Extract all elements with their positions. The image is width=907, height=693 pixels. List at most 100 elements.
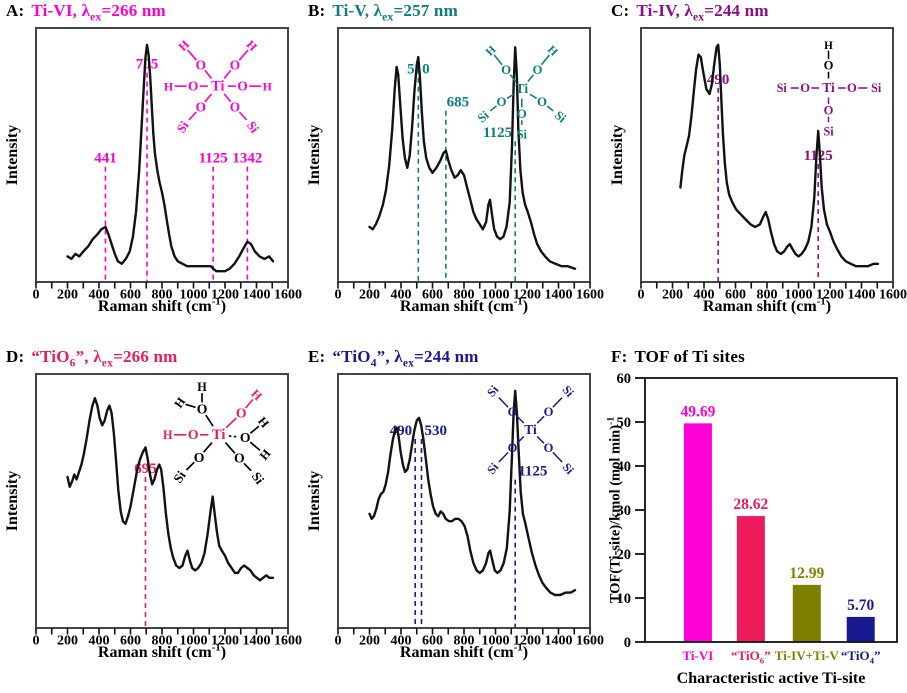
spectrum-curve [66,397,275,582]
atom-O: O [196,58,206,73]
spectrum-curve [368,389,577,597]
bar-category-label: “TiO6” [731,648,771,665]
atom-Ti: Ti [211,78,224,94]
x-tick-label: 400 [391,634,412,647]
bond [506,93,515,100]
panel-B: B: Ti-V, λex=257 nm 510 685 1125 0 200 400 600 80… [302,0,605,346]
panel-D: D: “TiO6”, λex=266 nm 695 0 200 400 600 800 1000… [0,346,302,693]
atom-O: O [824,59,834,73]
bar-value-label: 49.69 [680,403,715,420]
x-tick-label: 200 [359,634,380,647]
atom-O: O [188,427,199,442]
text-segment: Raman shift (cm [399,298,514,315]
peak-label: 1125 [518,464,547,480]
bond [205,414,214,427]
y-axis-label: Intensity [306,470,323,532]
x-tick-label: 1600 [274,288,302,301]
text-segment: TOF(Ti-site)/kmol (mol min) [607,424,624,604]
panel-letter: A: [6,1,25,20]
atom-O: O [544,441,554,455]
text-segment: ”, [75,347,94,366]
atom-O: O [800,81,810,95]
x-tick-label: 1200 [513,634,541,647]
atom-H: H [545,44,560,59]
text-segment: =266 nm [101,1,166,20]
peak-label: 1125 [483,125,512,141]
atom-Si: Si [823,124,834,138]
y-tick-label: 0 [624,635,631,648]
text-segment: TOF of Ti sites [634,347,745,366]
atom-O: O [196,99,206,114]
panel-F: F: TOF of Ti sites 0 10 20 30 40 50 60 49.69 28.62… [605,346,907,693]
text-segment: “TiO [31,347,70,366]
panel-B-title: B: Ti-V, λex=257 nm [308,1,458,23]
x-tick-label: 1200 [211,634,239,647]
atom-H: H [263,79,273,93]
x-tick-label: 1600 [576,288,604,301]
atom-Ti: Ti [212,427,226,443]
text-segment: ”, [376,347,395,366]
x-tick-label: 200 [662,288,683,301]
subscript: ex [90,10,102,24]
peak-label: 1125 [804,148,833,164]
atom-O: O [537,95,547,109]
x-axis-label: Characteristic active Ti-site [676,670,866,687]
text-segment: Raman shift (cm [97,644,212,661]
bond [552,451,563,463]
text-segment: ) [522,298,529,315]
x-tick-label: 1200 [816,288,844,301]
panel-E: E: “TiO4”, λex=244 nm 490 530 1125 0 200 400 600… [302,346,605,693]
peak-label: 530 [424,423,447,439]
x-tick-label: 1000 [180,634,208,647]
text-segment: Ti-IV, [636,1,685,20]
superscript: -1 [513,295,523,308]
subscript: ex [692,10,705,24]
superscript: -1 [816,295,826,308]
x-tick-label: 400 [89,288,110,301]
x-tick-label: 600 [422,288,443,301]
x-tick-label: 400 [694,288,715,301]
text-segment: Raman shift (cm [399,644,514,661]
bar-category-label: Ti-VI [682,648,713,664]
bond [546,105,554,112]
atom-Si: Si [475,108,492,126]
text-segment: Ti-V, [332,1,374,20]
x-tick-label: 1200 [513,288,541,301]
panel-title-text: TOF of Ti sites [634,347,745,366]
x-tick-label: 1400 [848,288,876,301]
text-segment: λ [373,1,383,20]
y-axis-label: Intensity [609,124,626,186]
panel-letter: D: [6,347,25,366]
bond [498,451,509,463]
panel-title-text: “TiO6”, λex=266 nm [31,347,177,369]
atom-Ti: Ti [524,422,537,437]
text-segment: Ti-VI, [31,1,82,20]
y-tick-label: 30 [617,503,632,519]
text-segment: “TiO [332,347,371,366]
x-tick-label: 1000 [482,288,510,301]
text-segment: λ [684,1,693,20]
x-tick-label: 1600 [274,634,302,647]
atom-O: O [230,58,240,73]
y-tick-label: 20 [617,547,632,563]
peak-label: 685 [447,95,470,111]
bond [493,54,503,66]
x-axis-label: Raman shift (cm-1) [338,295,590,316]
atom-O: O [230,99,240,114]
panel-C-title: C: Ti-IV, λex=244 nm [611,1,769,24]
bond [238,49,249,61]
y-axis-label: Intensity [306,124,323,186]
bond [224,441,236,454]
text-segment: ) [220,298,227,315]
atom-Si: Si [484,460,502,477]
bond [187,49,198,61]
x-tick-label: 0 [33,288,40,301]
bond [536,435,545,444]
peak-label: 490 [390,423,413,439]
bond [498,397,509,408]
y-tick-label: 60 [617,371,632,387]
atom-Si: Si [170,468,189,486]
y-tick-label: 50 [617,415,632,431]
panel-title-text: Ti-V, λex=257 nm [332,1,458,23]
